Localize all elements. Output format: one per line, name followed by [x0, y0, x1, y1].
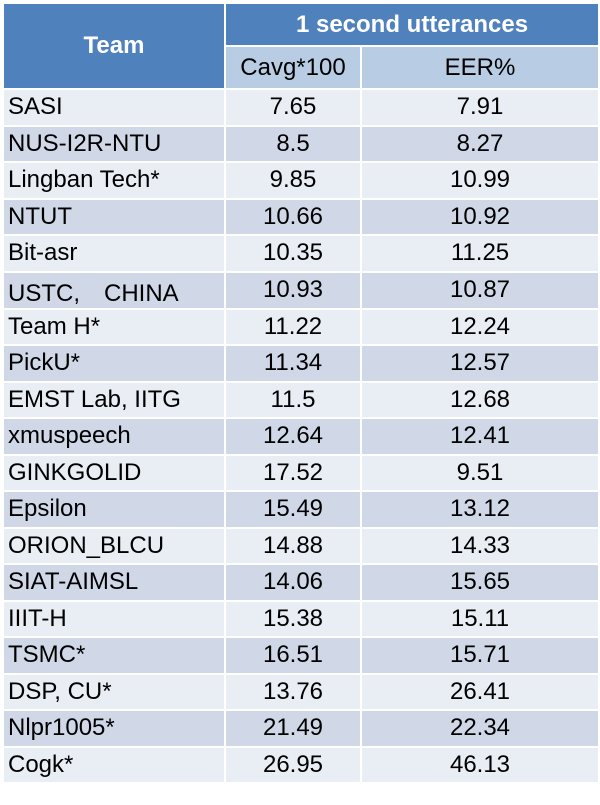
group-header: 1 second utterances — [224, 2, 600, 47]
value-cell: 12.57 — [360, 344, 600, 383]
column-header: Cavg*100 — [224, 45, 362, 90]
value-cell: 21.49 — [224, 709, 362, 748]
team-cell: Epsilon — [2, 490, 226, 529]
team-cell: PickU* — [2, 344, 226, 383]
value-cell: 12.68 — [360, 380, 600, 419]
table-row: NTUT 10.66 10.92 — [2, 197, 600, 236]
team-cell: Bit-asr — [2, 234, 226, 273]
table-row: Nlpr1005* 21.49 22.34 — [2, 709, 600, 748]
value-cell: 10.66 — [224, 197, 362, 236]
value-cell: 13.76 — [224, 672, 362, 711]
value-cell: 10.93 — [224, 270, 362, 310]
value-cell: 15.11 — [360, 599, 600, 638]
table-row: DSP, CU* 13.76 26.41 — [2, 672, 600, 711]
value-cell: 11.34 — [224, 344, 362, 383]
table-row: ORION_BLCU 14.88 14.33 — [2, 526, 600, 565]
value-cell: 8.27 — [360, 124, 600, 163]
subheader-row: Cavg*100 EER% — [3, 45, 600, 90]
value-cell: 26.41 — [360, 672, 600, 711]
team-cell: Lingban Tech* — [2, 161, 226, 200]
team-cell: xmuspeech — [2, 417, 226, 456]
value-cell: 9.85 — [224, 161, 362, 200]
value-cell: 15.71 — [360, 636, 600, 675]
value-cell: 22.34 — [360, 709, 600, 748]
value-cell: 7.91 — [360, 88, 600, 127]
value-cell: 15.65 — [360, 563, 600, 602]
value-cell: 11.22 — [224, 307, 362, 346]
team-cell: NUS-I2R-NTU — [2, 124, 226, 163]
team-cell: GINKGOLID — [2, 453, 226, 492]
team-cell: DSP, CU* — [2, 672, 226, 711]
value-cell: 12.41 — [360, 417, 600, 456]
value-cell: 14.88 — [224, 526, 362, 565]
table-row: TSMC* 16.51 15.71 — [2, 636, 600, 675]
team-cell: Cogk* — [2, 745, 226, 784]
table-row: NUS-I2R-NTU 8.5 8.27 — [2, 124, 600, 163]
team-cell: SASI — [2, 88, 226, 127]
value-cell: 10.87 — [360, 270, 600, 310]
table-row: Lingban Tech* 9.85 10.99 — [2, 161, 600, 200]
value-cell: 14.06 — [224, 563, 362, 602]
table-row: Bit-asr 10.35 11.25 — [2, 234, 600, 273]
table-row: PickU* 11.34 12.57 — [2, 344, 600, 383]
value-cell: 10.99 — [360, 161, 600, 200]
team-cell: EMST Lab, IITG — [2, 380, 226, 419]
header-row: Team 1 second utterances — [2, 2, 600, 90]
team-cell: IIIT-H — [2, 599, 226, 638]
team-cell: SIAT-AIMSL — [2, 563, 226, 602]
value-cell: 17.52 — [224, 453, 362, 492]
value-cell: 12.64 — [224, 417, 362, 456]
table-row: Team H* 11.22 12.24 — [2, 307, 600, 346]
table-row: xmuspeech 12.64 12.41 — [2, 417, 600, 456]
value-cell: 26.95 — [224, 745, 362, 784]
value-cell: 11.25 — [360, 234, 600, 273]
results-table: Team 1 second utterances Cavg*100 EER% S… — [2, 2, 600, 784]
team-cell: ORION_BLCU — [2, 526, 226, 565]
value-cell: 46.13 — [360, 745, 600, 784]
team-header: Team — [2, 2, 226, 90]
value-cell: 10.92 — [360, 197, 600, 236]
team-cell: Team H* — [2, 307, 226, 346]
table-row: EMST Lab, IITG 11.5 12.68 — [2, 380, 600, 419]
team-cell: Nlpr1005* — [2, 709, 226, 748]
table-row: Epsilon 15.49 13.12 — [2, 490, 600, 529]
table-row: USTC, CHINA 10.93 10.87 — [2, 270, 600, 310]
table-row: IIIT-H 15.38 15.11 — [2, 599, 600, 638]
value-cell: 9.51 — [360, 453, 600, 492]
page: Team 1 second utterances Cavg*100 EER% S… — [0, 2, 600, 784]
value-cell: 11.5 — [224, 380, 362, 419]
value-cell: 8.5 — [224, 124, 362, 163]
table-body: SASI 7.65 7.91 NUS-I2R-NTU 8.5 8.27 Lingban Te… — [2, 88, 600, 784]
value-cell: 15.38 — [224, 599, 362, 638]
value-cell: 12.24 — [360, 307, 600, 346]
value-cell: 10.35 — [224, 234, 362, 273]
table-row: Cogk* 26.95 46.13 — [2, 745, 600, 784]
column-header: EER% — [360, 45, 600, 90]
table-row: SASI 7.65 7.91 — [2, 88, 600, 127]
value-cell: 13.12 — [360, 490, 600, 529]
value-cell: 7.65 — [224, 88, 362, 127]
value-cell: 15.49 — [224, 490, 362, 529]
value-cell: 14.33 — [360, 526, 600, 565]
value-cell: 16.51 — [224, 636, 362, 675]
table-row: SIAT-AIMSL 14.06 15.65 — [2, 563, 600, 602]
team-cell: NTUT — [2, 197, 226, 236]
table-row: GINKGOLID 17.52 9.51 — [2, 453, 600, 492]
team-cell: TSMC* — [2, 636, 226, 675]
team-cell: USTC, CHINA — [2, 270, 226, 310]
